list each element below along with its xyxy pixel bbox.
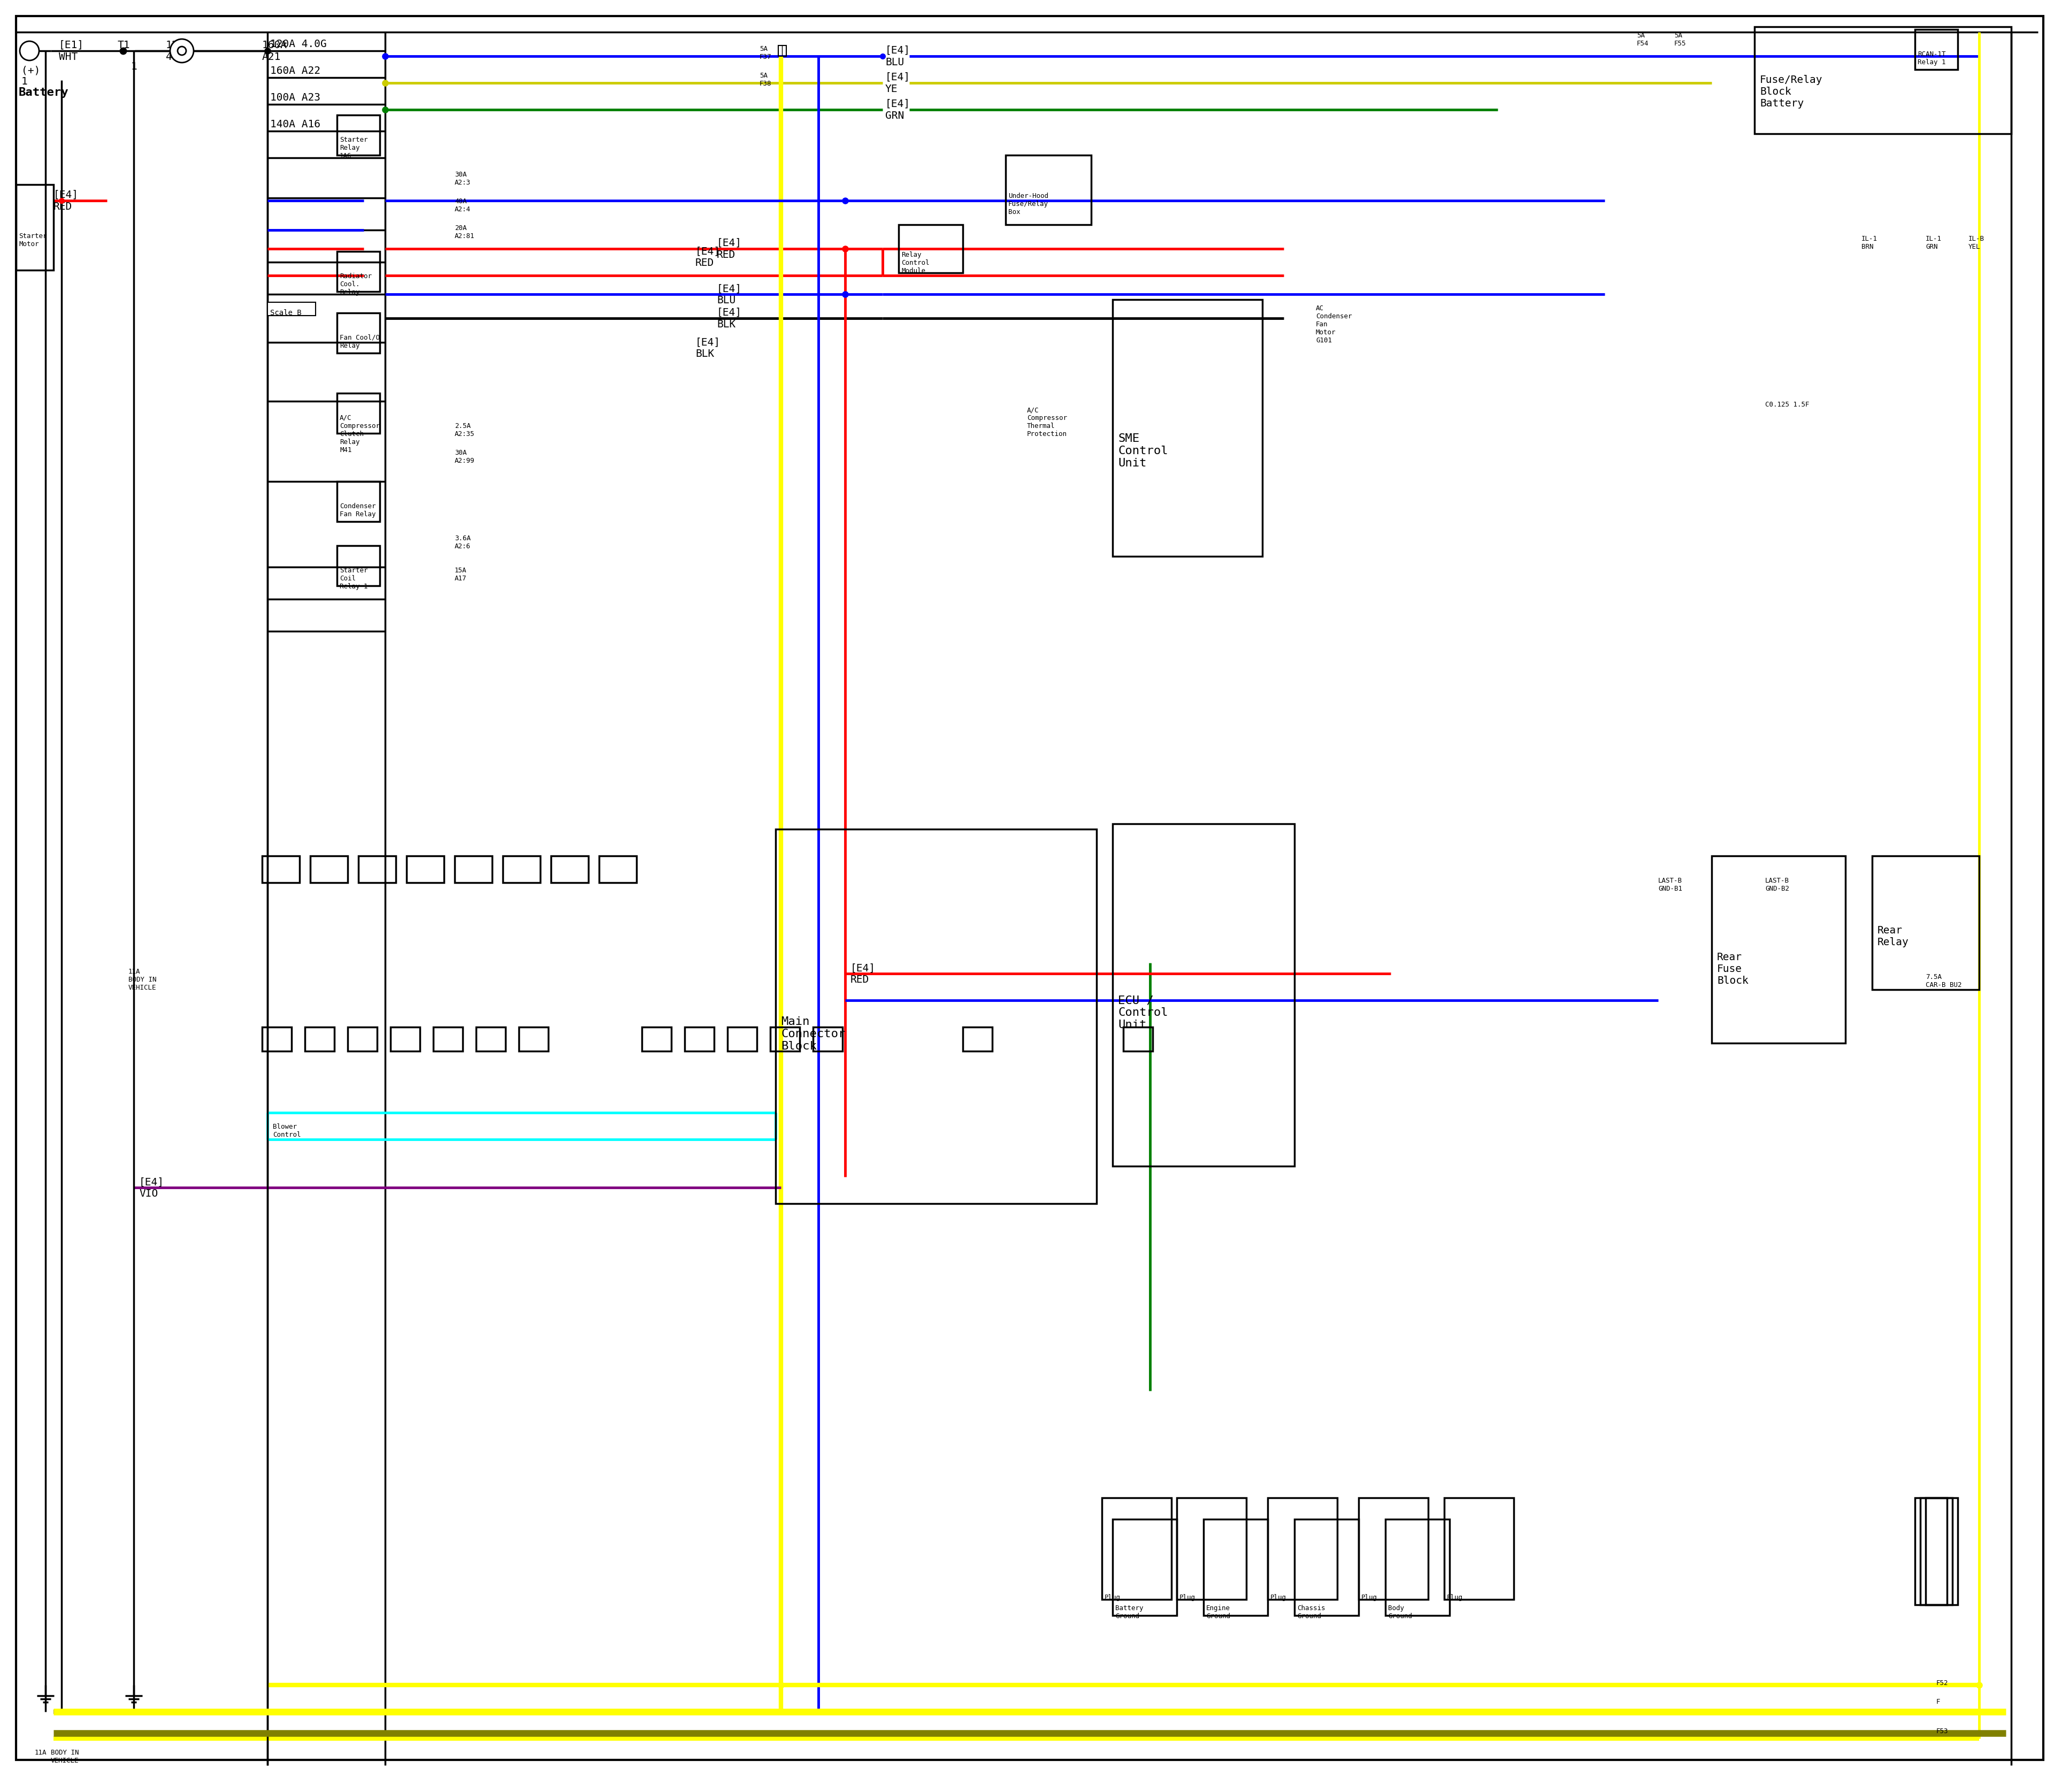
Bar: [813, 1027, 842, 1052]
Text: 1: 1: [131, 61, 138, 72]
Text: Fan Cool/O
Relay: Fan Cool/O Relay: [339, 335, 380, 349]
Bar: [1711, 857, 1844, 1043]
Text: 140A A16: 140A A16: [271, 120, 320, 129]
Text: IL-B
YEL: IL-B YEL: [1968, 235, 1984, 251]
Bar: [263, 857, 300, 883]
Text: T1: T1: [117, 39, 129, 50]
Bar: [304, 1027, 335, 1052]
Bar: [778, 45, 787, 56]
Bar: [337, 482, 380, 521]
Text: 40A
A2:4: 40A A2:4: [454, 197, 470, 213]
Text: SME
Control
Unit: SME Control Unit: [1117, 434, 1169, 470]
Bar: [503, 857, 540, 883]
Bar: [337, 392, 380, 434]
Bar: [776, 830, 1097, 1204]
Text: [E4]
BLK: [E4] BLK: [717, 308, 741, 330]
Text: 30A
A2:3: 30A A2:3: [454, 172, 470, 186]
Bar: [1113, 1520, 1177, 1615]
Bar: [1177, 1498, 1247, 1600]
Text: Plug: Plug: [1105, 1595, 1121, 1600]
Bar: [1914, 1498, 1947, 1606]
Bar: [16, 185, 53, 271]
Bar: [407, 857, 444, 883]
Text: 2.5A
A2:35: 2.5A A2:35: [454, 423, 474, 437]
Text: Battery: Battery: [18, 88, 68, 99]
Text: F52: F52: [1937, 1679, 1949, 1686]
Bar: [1101, 1498, 1171, 1600]
Text: Main
Connector
Block: Main Connector Block: [781, 1016, 846, 1052]
Bar: [357, 857, 396, 883]
Text: Plug: Plug: [1179, 1595, 1195, 1600]
Text: A/C
Compressor
Clutch
Relay
M41: A/C Compressor Clutch Relay M41: [339, 414, 380, 453]
Bar: [1927, 1498, 1957, 1606]
Bar: [310, 857, 347, 883]
Text: Starter
Coil
Relay 1: Starter Coil Relay 1: [339, 566, 368, 590]
Text: Plug: Plug: [1446, 1595, 1462, 1600]
Bar: [1113, 299, 1263, 556]
Text: F53: F53: [1937, 1727, 1949, 1735]
Text: Under-Hood
Fuse/Relay
Box: Under-Hood Fuse/Relay Box: [1009, 192, 1048, 215]
Text: [E4]
VIO: [E4] VIO: [140, 1177, 164, 1199]
Text: [E4]
BLU: [E4] BLU: [885, 45, 910, 68]
Text: Fuse/Relay
Block
Battery: Fuse/Relay Block Battery: [1760, 75, 1822, 109]
Bar: [267, 303, 316, 315]
Text: 30A
A2:99: 30A A2:99: [454, 450, 474, 464]
Text: Blower
Control: Blower Control: [273, 1124, 300, 1138]
Circle shape: [21, 41, 39, 61]
Text: 11A
BODY IN
VEHICLE: 11A BODY IN VEHICLE: [127, 968, 156, 991]
Bar: [1294, 1520, 1358, 1615]
Text: IL-1
BRN: IL-1 BRN: [1861, 235, 1877, 251]
Text: Starter
Relay
1A6: Starter Relay 1A6: [339, 136, 368, 159]
Text: LAST-B
GND-B2: LAST-B GND-B2: [1764, 878, 1789, 892]
Text: 11A: 11A: [35, 1749, 47, 1756]
Bar: [337, 251, 380, 292]
Bar: [390, 1027, 419, 1052]
Bar: [477, 1027, 505, 1052]
Bar: [454, 857, 493, 883]
Text: Battery
Ground: Battery Ground: [1115, 1606, 1144, 1620]
Text: Starter
Motor: Starter Motor: [18, 233, 47, 247]
Bar: [727, 1027, 756, 1052]
Text: [E4]
RED: [E4] RED: [717, 238, 741, 260]
Bar: [1444, 1498, 1514, 1600]
Text: Relay
Control
Module: Relay Control Module: [902, 251, 928, 274]
Bar: [684, 1027, 715, 1052]
Text: AC
Condenser
Fan
Motor
G101: AC Condenser Fan Motor G101: [1317, 305, 1352, 344]
Text: [E4]
BLK: [E4] BLK: [696, 337, 721, 358]
Text: [E4]
YE: [E4] YE: [885, 72, 910, 95]
Text: 1: 1: [21, 77, 27, 86]
Text: 160A A22: 160A A22: [271, 66, 320, 75]
Text: 15A
A17: 15A A17: [454, 566, 466, 582]
Text: C0.125 1.5F: C0.125 1.5F: [1764, 401, 1810, 409]
Circle shape: [177, 47, 187, 56]
Text: [E1]
WHT: [E1] WHT: [60, 39, 84, 63]
Bar: [433, 1027, 462, 1052]
Bar: [1871, 857, 1980, 989]
Text: Condenser
Fan Relay: Condenser Fan Relay: [339, 504, 376, 518]
Text: 20A
A2:81: 20A A2:81: [454, 224, 474, 240]
Bar: [1267, 1498, 1337, 1600]
Text: 3.6A
A2:6: 3.6A A2:6: [454, 536, 470, 550]
Bar: [1914, 29, 1957, 70]
Text: 5A
F38: 5A F38: [760, 72, 772, 88]
Text: (+): (+): [21, 66, 41, 75]
Text: F: F: [1937, 1699, 1941, 1706]
Text: IL-1
GRN: IL-1 GRN: [1927, 235, 1941, 251]
Bar: [337, 115, 380, 156]
Text: Plug: Plug: [1269, 1595, 1286, 1600]
Text: ECU /
Control
Unit: ECU / Control Unit: [1117, 995, 1169, 1030]
Bar: [337, 314, 380, 353]
Text: LAST-B
GND-B1: LAST-B GND-B1: [1658, 878, 1682, 892]
Text: 160A
A21: 160A A21: [263, 39, 288, 63]
Bar: [900, 224, 963, 272]
Text: RCAN-1T
Relay 1: RCAN-1T Relay 1: [1918, 50, 1945, 66]
Bar: [1754, 27, 2011, 134]
Text: [E4]
RED: [E4] RED: [850, 962, 875, 986]
Bar: [1358, 1498, 1428, 1600]
Text: Engine
Ground: Engine Ground: [1206, 1606, 1230, 1620]
Text: [E4]
RED: [E4] RED: [53, 190, 78, 211]
Text: 7.5A
CAR-B BU2: 7.5A CAR-B BU2: [1927, 973, 1962, 989]
Bar: [1006, 156, 1091, 224]
Text: Scale B: Scale B: [271, 310, 302, 317]
Bar: [520, 1027, 548, 1052]
